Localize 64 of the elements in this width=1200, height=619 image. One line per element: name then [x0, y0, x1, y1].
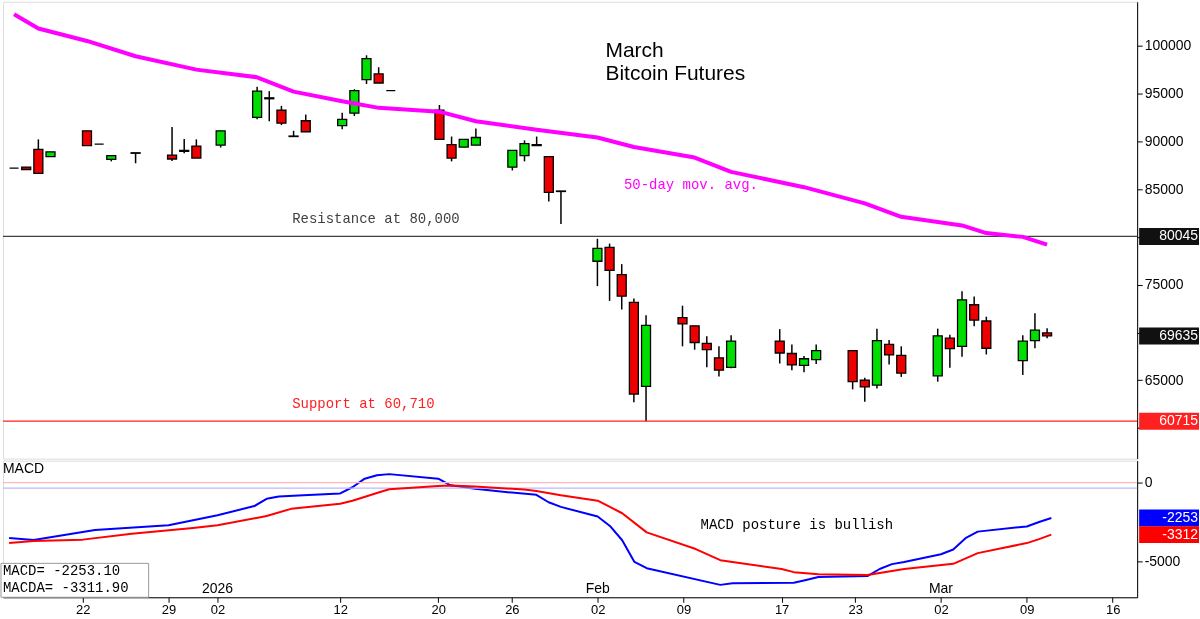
- x-tick-label: 29: [161, 601, 177, 617]
- candlestick: [677, 304, 688, 348]
- candlestick: [896, 345, 907, 378]
- candlestick: [616, 263, 627, 311]
- x-tick-label: 17: [774, 601, 790, 617]
- x-tick-label: 12: [333, 601, 348, 617]
- candlestick: [179, 138, 190, 155]
- text: -2253: [1162, 508, 1199, 525]
- text: -3312: [1162, 525, 1199, 542]
- candlestick: [555, 190, 567, 225]
- x-tick-label: 02: [590, 601, 606, 617]
- x-tick-label: 22: [75, 601, 91, 617]
- y-tick-label: 95000: [1144, 85, 1184, 102]
- chart-title: MACD: [2, 459, 45, 476]
- candlestick: [701, 335, 712, 369]
- line-series: [12, 12, 1050, 247]
- y-tick-label: 85000: [1144, 180, 1184, 197]
- x-tick-label: 16: [1105, 601, 1121, 617]
- candlestick: [191, 138, 202, 159]
- x-tick-label: 02: [934, 601, 949, 617]
- candlestick: [811, 343, 822, 365]
- x-tick-label: 09: [1020, 601, 1035, 617]
- candlestick: [519, 139, 530, 163]
- text: 80045: [1159, 227, 1199, 244]
- x-tick-label: 23: [848, 601, 863, 617]
- x-tick-label: 26: [505, 601, 520, 617]
- x-tick-label: 20: [431, 601, 446, 617]
- text: 60715: [1159, 412, 1199, 429]
- ref-line-label: Resistance at 80,000: [292, 211, 460, 228]
- ref-line-label: Support at 60,710: [292, 396, 435, 413]
- annotation: MACD= -2253.10: [2, 563, 121, 580]
- x2-tick-label: 2026: [202, 580, 234, 597]
- candlestick: [774, 328, 785, 365]
- y-tick-label: 65000: [1144, 371, 1184, 388]
- candlestick: [969, 295, 980, 327]
- candlestick: [1029, 312, 1041, 349]
- candlestick: [944, 334, 956, 369]
- text: March: [605, 37, 664, 61]
- y-tick-label: 0: [1144, 474, 1153, 491]
- annotation: MACDA= -3311.90: [2, 580, 129, 597]
- x-tick-label: 09: [676, 601, 692, 617]
- series-label: 50-day mov. avg.: [623, 176, 758, 193]
- text: Bitcoin Futures: [605, 60, 746, 84]
- x2-tick-label: Mar: [928, 580, 954, 597]
- x2-tick-label: Feb: [585, 580, 610, 597]
- candlestick: [264, 90, 275, 122]
- candlestick: [507, 149, 518, 172]
- candlestick: [713, 345, 725, 378]
- candlestick: [689, 325, 700, 351]
- candlestick: [1017, 334, 1028, 376]
- candlestick: [859, 377, 870, 403]
- text: 69635: [1159, 326, 1199, 343]
- candlestick: [446, 135, 457, 163]
- y-tick-label: 75000: [1144, 276, 1184, 293]
- annotation: MACD posture is bullish: [700, 516, 894, 533]
- candlestick: [883, 339, 895, 366]
- candlestick: [166, 126, 178, 162]
- y-tick-label: 90000: [1144, 132, 1184, 149]
- y-tick-label: -5000: [1144, 552, 1181, 569]
- y-tick-label: 100000: [1144, 37, 1192, 54]
- x-tick-label: 02: [210, 601, 226, 617]
- candlestick: [361, 54, 372, 85]
- candlestick: [276, 105, 287, 126]
- candlestick: [786, 343, 798, 371]
